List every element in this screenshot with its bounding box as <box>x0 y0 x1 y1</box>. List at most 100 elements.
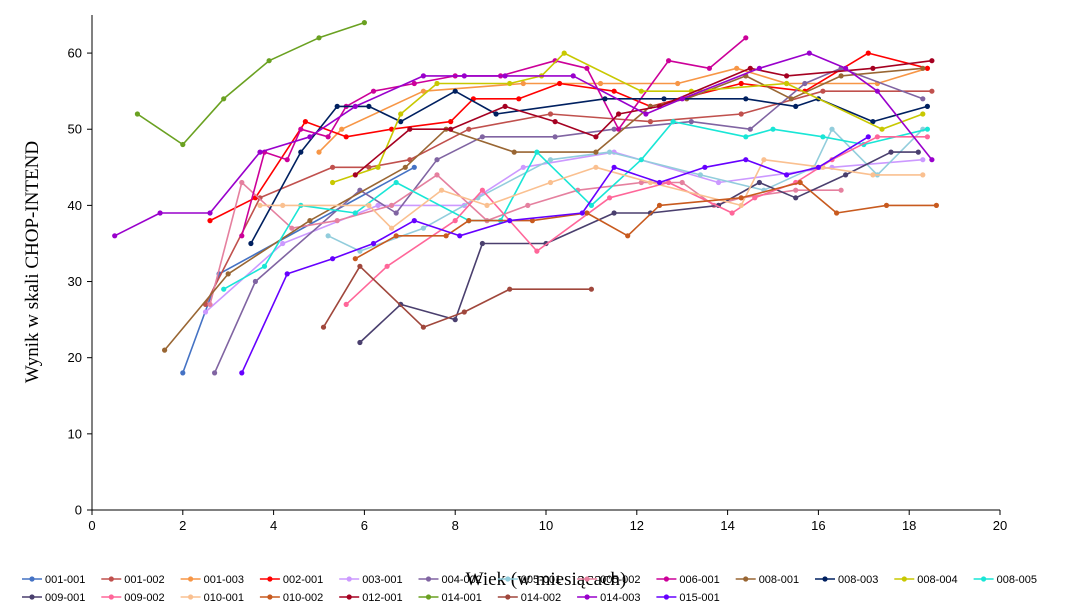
data-point <box>239 370 245 376</box>
data-point <box>221 96 227 102</box>
data-point <box>743 134 749 140</box>
data-point <box>557 80 563 87</box>
legend-item: 008-003 <box>815 574 878 586</box>
data-point <box>747 126 753 132</box>
y-tick-label: 0 <box>75 503 82 518</box>
data-point <box>579 210 585 216</box>
legend-label: 012-001 <box>362 592 402 604</box>
data-point <box>352 103 358 109</box>
data-point <box>298 126 304 132</box>
data-point <box>547 111 554 117</box>
data-point <box>402 164 408 170</box>
legend-swatch-marker <box>981 576 987 582</box>
series-line <box>354 181 937 260</box>
data-point <box>325 233 331 239</box>
data-point <box>920 157 926 163</box>
data-point <box>330 164 336 170</box>
data-point <box>611 126 617 132</box>
data-point <box>307 218 313 224</box>
data-point <box>389 202 395 208</box>
data-point <box>820 88 826 94</box>
data-point <box>507 80 513 87</box>
data-point <box>330 256 336 262</box>
data-point <box>743 35 749 41</box>
data-point <box>616 111 622 117</box>
y-tick-label: 60 <box>68 46 82 61</box>
legend-item: 015-001 <box>656 592 720 604</box>
data-point <box>784 73 790 79</box>
legend-item: 008-005 <box>973 574 1037 586</box>
data-point <box>588 202 595 208</box>
data-point <box>638 179 644 186</box>
data-point <box>547 179 554 186</box>
data-point <box>784 172 790 178</box>
data-point <box>933 202 940 208</box>
data-point <box>874 88 881 94</box>
data-point <box>865 50 871 56</box>
legend-label: 010-002 <box>283 592 323 604</box>
data-point <box>607 149 613 155</box>
legend-swatch-marker <box>346 576 352 582</box>
data-point <box>202 309 209 315</box>
series-line <box>241 37 747 237</box>
legend-swatch-marker <box>108 594 114 600</box>
data-point <box>298 149 304 155</box>
x-tick-label: 10 <box>539 518 553 533</box>
data-point <box>874 134 881 140</box>
x-tick-label: 2 <box>179 518 186 533</box>
legend-swatch-marker <box>584 594 590 600</box>
data-point <box>929 58 935 64</box>
data-point <box>647 119 654 125</box>
legend-label: 009-002 <box>124 592 164 604</box>
data-point <box>257 195 263 201</box>
data-point <box>261 263 268 269</box>
legend-swatch-marker <box>188 576 194 582</box>
data-point <box>407 126 413 132</box>
data-point <box>207 210 213 216</box>
legend-label: 008-003 <box>838 574 878 586</box>
series-012-001 <box>352 58 935 178</box>
series-line <box>354 59 933 176</box>
legend-item: 009-002 <box>101 592 165 604</box>
data-point <box>702 164 708 170</box>
legend-label: 008-001 <box>759 574 799 586</box>
data-point <box>289 225 295 231</box>
y-tick-label: 20 <box>68 350 82 365</box>
data-point <box>656 179 663 186</box>
series-008-004 <box>330 50 926 186</box>
data-point <box>366 164 372 170</box>
legend-swatch-marker <box>346 594 352 600</box>
data-point <box>593 164 599 170</box>
data-point <box>715 179 722 186</box>
series-002-001 <box>207 50 931 224</box>
legend-swatch-marker <box>188 594 194 600</box>
data-point <box>729 210 735 216</box>
data-point <box>180 141 186 148</box>
data-point <box>752 195 758 201</box>
data-point <box>343 134 349 140</box>
data-point <box>302 119 308 125</box>
data-point <box>756 65 763 71</box>
data-point <box>280 202 286 208</box>
data-point <box>924 134 931 140</box>
data-point <box>520 164 526 170</box>
data-point <box>697 172 704 178</box>
data-point <box>793 195 799 201</box>
data-point <box>479 134 485 140</box>
data-point <box>924 126 931 132</box>
legend-label: 014-001 <box>442 592 482 604</box>
data-point <box>352 210 358 216</box>
data-point <box>761 157 767 163</box>
legend-item: 014-002 <box>497 592 561 604</box>
data-point <box>870 172 876 178</box>
legend-item: 014-001 <box>418 592 482 604</box>
data-point <box>584 210 590 216</box>
data-point <box>343 301 349 307</box>
legend: 001-001 001-002 001-003 002-001 003-001 004-0… <box>22 574 1037 604</box>
data-point <box>284 271 290 277</box>
data-point <box>706 65 713 71</box>
data-point <box>393 179 399 186</box>
legend-label: 008-005 <box>997 574 1037 586</box>
legend-label: 006-001 <box>679 574 719 586</box>
data-point <box>611 88 617 94</box>
